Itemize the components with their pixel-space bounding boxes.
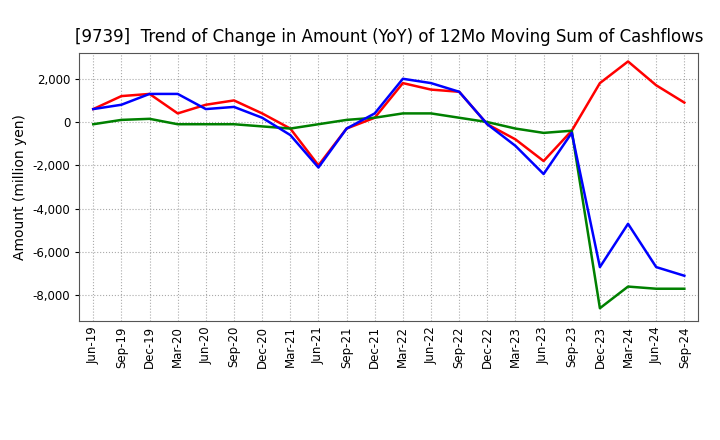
- Operating Cashflow: [455, 89, 464, 95]
- Free Cashflow: [680, 273, 688, 279]
- Investing Cashflow: [314, 121, 323, 127]
- Free Cashflow: [230, 104, 238, 110]
- Investing Cashflow: [202, 121, 210, 127]
- Operating Cashflow: [258, 111, 266, 116]
- Title: [9739]  Trend of Change in Amount (YoY) of 12Mo Moving Sum of Cashflows: [9739] Trend of Change in Amount (YoY) o…: [75, 28, 703, 46]
- Line: Free Cashflow: Free Cashflow: [94, 79, 684, 276]
- Free Cashflow: [455, 89, 464, 95]
- Free Cashflow: [202, 106, 210, 112]
- Free Cashflow: [511, 143, 520, 149]
- Investing Cashflow: [595, 305, 604, 311]
- Operating Cashflow: [511, 137, 520, 142]
- Investing Cashflow: [117, 117, 126, 122]
- Investing Cashflow: [89, 121, 98, 127]
- Free Cashflow: [314, 165, 323, 170]
- Investing Cashflow: [286, 126, 294, 131]
- Free Cashflow: [174, 91, 182, 96]
- Line: Operating Cashflow: Operating Cashflow: [94, 62, 684, 165]
- Investing Cashflow: [230, 121, 238, 127]
- Operating Cashflow: [567, 128, 576, 133]
- Investing Cashflow: [427, 111, 436, 116]
- Investing Cashflow: [680, 286, 688, 291]
- Y-axis label: Amount (million yen): Amount (million yen): [13, 114, 27, 260]
- Investing Cashflow: [370, 115, 379, 121]
- Investing Cashflow: [455, 115, 464, 121]
- Operating Cashflow: [230, 98, 238, 103]
- Investing Cashflow: [652, 286, 660, 291]
- Investing Cashflow: [258, 124, 266, 129]
- Investing Cashflow: [511, 126, 520, 131]
- Operating Cashflow: [624, 59, 632, 64]
- Operating Cashflow: [314, 163, 323, 168]
- Operating Cashflow: [370, 115, 379, 121]
- Operating Cashflow: [427, 87, 436, 92]
- Operating Cashflow: [286, 126, 294, 131]
- Free Cashflow: [539, 171, 548, 176]
- Investing Cashflow: [174, 121, 182, 127]
- Operating Cashflow: [399, 81, 408, 86]
- Line: Investing Cashflow: Investing Cashflow: [94, 114, 684, 308]
- Operating Cashflow: [145, 91, 154, 96]
- Free Cashflow: [117, 102, 126, 107]
- Operating Cashflow: [202, 102, 210, 107]
- Operating Cashflow: [539, 158, 548, 164]
- Free Cashflow: [567, 130, 576, 136]
- Free Cashflow: [370, 111, 379, 116]
- Operating Cashflow: [680, 100, 688, 105]
- Operating Cashflow: [117, 93, 126, 99]
- Free Cashflow: [286, 132, 294, 138]
- Free Cashflow: [652, 264, 660, 270]
- Operating Cashflow: [595, 81, 604, 86]
- Free Cashflow: [342, 126, 351, 131]
- Operating Cashflow: [483, 121, 492, 127]
- Investing Cashflow: [624, 284, 632, 289]
- Investing Cashflow: [539, 130, 548, 136]
- Free Cashflow: [595, 264, 604, 270]
- Operating Cashflow: [342, 126, 351, 131]
- Free Cashflow: [89, 106, 98, 112]
- Operating Cashflow: [652, 83, 660, 88]
- Free Cashflow: [145, 91, 154, 96]
- Investing Cashflow: [342, 117, 351, 122]
- Investing Cashflow: [399, 111, 408, 116]
- Free Cashflow: [483, 121, 492, 127]
- Operating Cashflow: [174, 111, 182, 116]
- Investing Cashflow: [145, 116, 154, 121]
- Free Cashflow: [427, 81, 436, 86]
- Investing Cashflow: [567, 128, 576, 133]
- Free Cashflow: [399, 76, 408, 81]
- Free Cashflow: [624, 221, 632, 227]
- Operating Cashflow: [89, 106, 98, 112]
- Investing Cashflow: [483, 119, 492, 125]
- Free Cashflow: [258, 115, 266, 121]
